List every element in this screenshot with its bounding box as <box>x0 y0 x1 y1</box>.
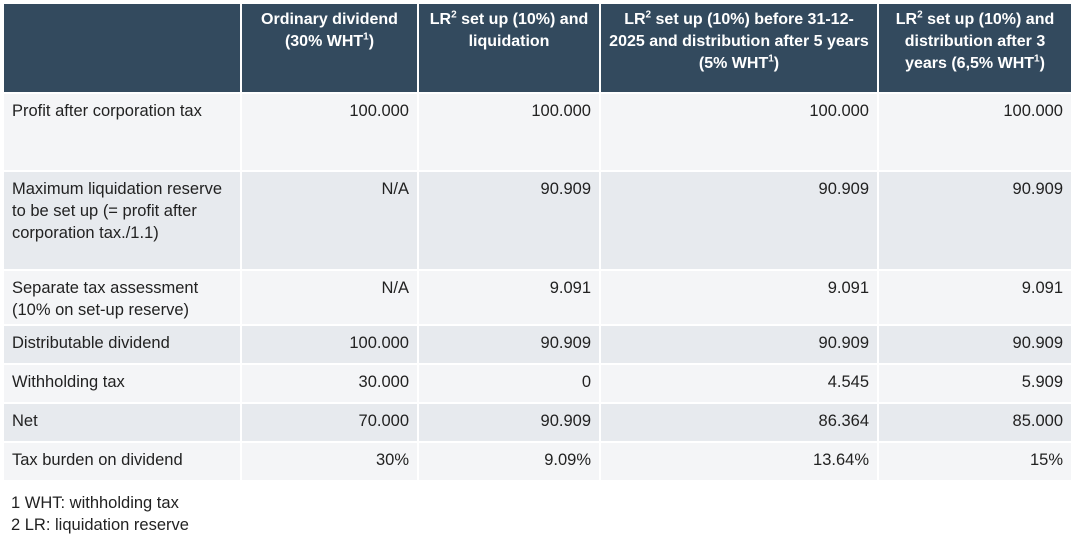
row-label: Withholding tax <box>4 365 240 402</box>
value-cell: 70.000 <box>242 404 417 441</box>
value-cell: 90.909 <box>419 172 599 269</box>
value-cell: 100.000 <box>601 94 877 170</box>
value-cell: 90.909 <box>879 326 1071 363</box>
table-row: Distributable dividend 100.000 90.909 90… <box>4 326 1071 363</box>
value-cell: 100.000 <box>242 326 417 363</box>
value-cell: 90.909 <box>601 172 877 269</box>
tax-comparison-table: Ordinary dividend (30% WHT1) LR2 set up … <box>2 2 1071 482</box>
header-lr-liquidation: LR2 set up (10%) and liquidation <box>419 4 599 92</box>
row-label: Separate tax assessment (10% on set-up r… <box>4 271 240 324</box>
value-cell: 5.909 <box>879 365 1071 402</box>
value-cell: 100.000 <box>879 94 1071 170</box>
value-cell: 100.000 <box>419 94 599 170</box>
value-cell: 9.091 <box>879 271 1071 324</box>
value-cell: 4.545 <box>601 365 877 402</box>
row-label: Profit after corporation tax <box>4 94 240 170</box>
table-row: Profit after corporation tax 100.000 100… <box>4 94 1071 170</box>
footnotes: 1 WHT: withholding tax 2 LR: liquidation… <box>11 492 189 536</box>
value-cell: 13.64% <box>601 443 877 480</box>
value-cell: 15% <box>879 443 1071 480</box>
row-label: Distributable dividend <box>4 326 240 363</box>
row-label: Net <box>4 404 240 441</box>
table-row: Tax burden on dividend 30% 9.09% 13.64% … <box>4 443 1071 480</box>
table-header-row: Ordinary dividend (30% WHT1) LR2 set up … <box>4 4 1071 92</box>
value-cell: 86.364 <box>601 404 877 441</box>
value-cell: 9.09% <box>419 443 599 480</box>
header-lr-5-years: LR2 set up (10%) before 31-12-2025 and d… <box>601 4 877 92</box>
value-cell: 30.000 <box>242 365 417 402</box>
table-row: Separate tax assessment (10% on set-up r… <box>4 271 1071 324</box>
value-cell: N/A <box>242 271 417 324</box>
footnote-wht: 1 WHT: withholding tax <box>11 494 179 512</box>
value-cell: 0 <box>419 365 599 402</box>
value-cell: 100.000 <box>242 94 417 170</box>
header-ordinary-dividend: Ordinary dividend (30% WHT1) <box>242 4 417 92</box>
value-cell: 30% <box>242 443 417 480</box>
row-label: Maximum liquidation reserve to be set up… <box>4 172 240 269</box>
value-cell: 85.000 <box>879 404 1071 441</box>
table-row: Net 70.000 90.909 86.364 85.000 <box>4 404 1071 441</box>
table-row: Maximum liquidation reserve to be set up… <box>4 172 1071 269</box>
value-cell: 90.909 <box>879 172 1071 269</box>
value-cell: 90.909 <box>419 326 599 363</box>
row-label: Tax burden on dividend <box>4 443 240 480</box>
header-corner-cell <box>4 4 240 92</box>
value-cell: 9.091 <box>601 271 877 324</box>
value-cell: 9.091 <box>419 271 599 324</box>
value-cell: N/A <box>242 172 417 269</box>
footnote-lr: 2 LR: liquidation reserve <box>11 516 189 534</box>
value-cell: 90.909 <box>419 404 599 441</box>
value-cell: 90.909 <box>601 326 877 363</box>
table-row: Withholding tax 30.000 0 4.545 5.909 <box>4 365 1071 402</box>
header-lr-3-years: LR2 set up (10%) and distribution after … <box>879 4 1071 92</box>
